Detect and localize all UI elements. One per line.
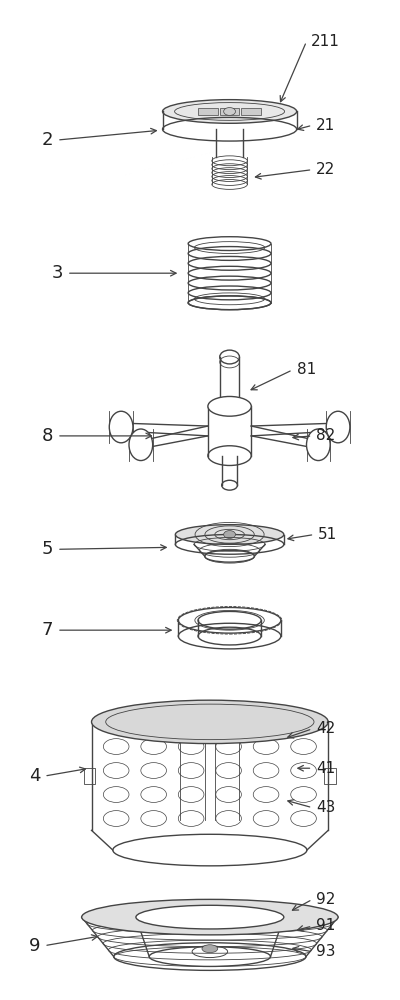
Ellipse shape — [178, 607, 281, 633]
Text: 42: 42 — [316, 721, 336, 736]
Polygon shape — [162, 111, 297, 129]
Ellipse shape — [326, 411, 350, 443]
Text: 91: 91 — [316, 918, 336, 934]
Text: 21: 21 — [316, 118, 336, 133]
Ellipse shape — [208, 396, 251, 416]
Ellipse shape — [82, 899, 338, 935]
Polygon shape — [220, 108, 240, 115]
Text: 43: 43 — [316, 800, 336, 815]
Text: 41: 41 — [316, 761, 336, 776]
Ellipse shape — [109, 411, 133, 443]
Text: 81: 81 — [297, 362, 316, 377]
Text: 92: 92 — [316, 892, 336, 907]
Text: 211: 211 — [310, 34, 339, 49]
Text: 3: 3 — [51, 264, 63, 282]
Ellipse shape — [175, 525, 284, 544]
Ellipse shape — [224, 108, 236, 115]
Ellipse shape — [162, 100, 297, 123]
Text: 51: 51 — [318, 527, 338, 542]
Text: 4: 4 — [28, 767, 40, 785]
Ellipse shape — [202, 945, 218, 953]
Text: 9: 9 — [28, 937, 40, 955]
Polygon shape — [198, 108, 218, 115]
Ellipse shape — [224, 531, 236, 538]
Text: 22: 22 — [316, 162, 336, 177]
Text: 5: 5 — [42, 540, 53, 558]
Text: 7: 7 — [42, 621, 53, 639]
Text: 8: 8 — [42, 427, 53, 445]
Ellipse shape — [136, 905, 284, 929]
Ellipse shape — [129, 429, 153, 461]
Text: 2: 2 — [42, 131, 53, 149]
Ellipse shape — [92, 700, 328, 744]
Text: 82: 82 — [316, 428, 336, 443]
Ellipse shape — [306, 429, 330, 461]
Polygon shape — [242, 108, 261, 115]
Polygon shape — [216, 129, 243, 157]
Text: 93: 93 — [316, 944, 336, 959]
